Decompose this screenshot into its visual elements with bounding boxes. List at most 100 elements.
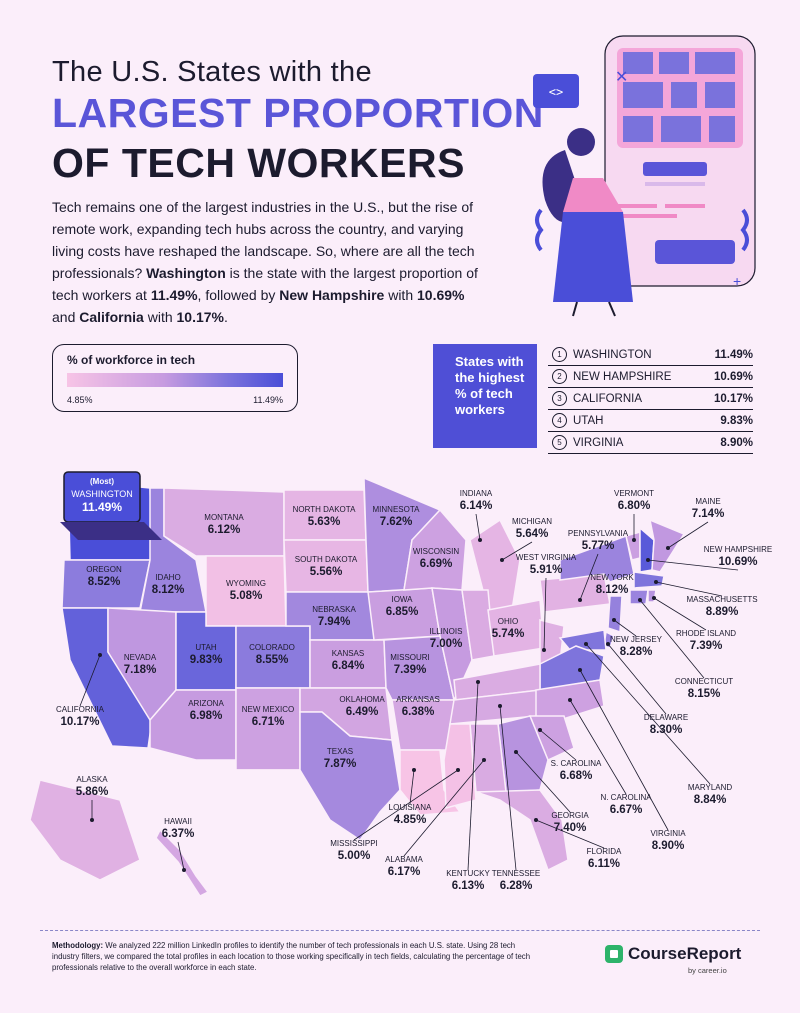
state-value-label: 6.38% [402, 706, 435, 718]
leader-dot [538, 728, 542, 732]
leader-dot [638, 598, 642, 602]
state-name-label: MINNESOTA [373, 505, 421, 514]
state-name-label: ALASKA [76, 775, 108, 784]
state-name-label: WEST VIRGINIA [516, 553, 577, 562]
leader-line [655, 581, 723, 597]
state-shape-maryland [558, 629, 607, 651]
state-value-label: 10.69% [718, 556, 757, 568]
color-legend: % of workforce in tech 4.85% 11.49% [52, 344, 298, 412]
leader-dot [500, 558, 504, 562]
state-shape-oregon [61, 559, 151, 609]
state-value-label: 7.87% [324, 758, 357, 770]
state-name-label: KENTUCKY [446, 869, 490, 878]
leader-line [499, 705, 517, 871]
state-name-label: MISSISSIPPI [330, 839, 378, 848]
top-state-name: WASHINGTON [573, 348, 652, 361]
title-line-2: LARGEST PROPORTION [52, 90, 544, 136]
state-name-label: COLORADO [249, 643, 295, 652]
state-shape-maine [648, 518, 686, 573]
state-value-label: 10.17% [60, 716, 99, 728]
state-value-label: 7.18% [124, 664, 157, 676]
state-value-label: 5.91% [530, 564, 563, 576]
state-value-label: 5.56% [310, 566, 343, 578]
state-value-label: 5.77% [582, 540, 615, 552]
top-state-value: 11.49% [714, 348, 753, 361]
state-name-label: ILLINOIS [430, 627, 463, 636]
rank-badge: 3 [552, 391, 567, 406]
leader-dot [482, 758, 486, 762]
state-shape-massachusetts [633, 571, 665, 589]
state-name-label: S. CAROLINA [551, 759, 602, 768]
state-name-label: UTAH [195, 643, 216, 652]
intro-paragraph: Tech remains one of the largest industri… [52, 199, 478, 325]
top-state-name: UTAH [573, 414, 604, 427]
state-value-label: 6.68% [560, 770, 593, 782]
rank-badge: 5 [552, 435, 567, 450]
leader-line [647, 559, 739, 571]
state-shape-mississippi [443, 723, 477, 809]
state-value-label: 6.37% [162, 828, 195, 840]
state-shape-florida [475, 789, 569, 872]
leader-dot [542, 648, 546, 652]
state-value-label: 6.11% [588, 858, 620, 870]
top-state-row: 5 VIRGINIA 8.90% [548, 432, 753, 454]
state-value-label: 7.39% [394, 664, 427, 676]
divider [40, 930, 760, 931]
state-name-label: NORTH DAKOTA [293, 505, 356, 514]
state-value-label: 5.00% [338, 850, 371, 862]
leader-dot [182, 868, 186, 872]
state-value-label: 6.85% [386, 606, 419, 618]
state-name-label: CALIFORNIA [56, 705, 105, 714]
state-value-label: 8.89% [706, 606, 739, 618]
state-name-label: DELAWARE [644, 713, 688, 722]
state-value-label: 6.17% [388, 866, 421, 878]
state-name-label: MARYLAND [688, 783, 733, 792]
state-name-label: N. CAROLINA [600, 793, 652, 802]
state-value-label: 6.67% [610, 804, 643, 816]
leader-line [403, 759, 485, 857]
legend-max: 11.49% [253, 395, 283, 405]
state-name-label: MAINE [695, 497, 720, 506]
state-name-label: KANSAS [332, 649, 364, 658]
most-label: (Most) [90, 477, 114, 486]
state-name-label: GEORGIA [551, 811, 589, 820]
rank-badge: 1 [552, 347, 567, 362]
state-value-label: 8.12% [596, 584, 629, 596]
top-states-list: 1 WASHINGTON 11.49% 2 NEW HAMPSHIRE 10.69% 3 CA… [548, 344, 753, 454]
state-name-label: VERMONT [614, 489, 654, 498]
leader-dot [514, 750, 518, 754]
leader-line [79, 654, 101, 707]
leader-dot [456, 768, 460, 772]
state-value-label: 7.40% [554, 822, 587, 834]
leader-dot [412, 768, 416, 772]
leader-line [543, 577, 547, 651]
state-name-label: WYOMING [226, 579, 266, 588]
state-shape-connecticut [629, 589, 649, 605]
top-state-name: CALIFORNIA [573, 392, 643, 405]
state-name-label: ALABAMA [385, 855, 423, 864]
state-name-label: MISSOURI [390, 653, 430, 662]
state-shape-new-mexico [235, 687, 301, 771]
legend-min: 4.85% [67, 395, 93, 405]
courses-logo-icon [605, 945, 623, 963]
state-name-label: OREGON [86, 565, 122, 574]
state-name-label: RHODE ISLAND [676, 629, 736, 638]
state-name-label: CONNECTICUT [675, 677, 733, 686]
leader-line [467, 681, 479, 871]
legend-gradient [67, 373, 283, 387]
leader-dot [90, 818, 94, 822]
top-states-heading: States with the highest % of tech worker… [433, 344, 537, 448]
state-value-label: 8.52% [88, 576, 121, 588]
brand-sub: by career.io [688, 966, 727, 975]
leader-line [515, 751, 571, 813]
svg-text:✕: ✕ [615, 69, 628, 86]
state-name-label: MICHIGAN [512, 517, 552, 526]
state-name-label: WISCONSIN [413, 547, 459, 556]
state-name-label: FLORIDA [587, 847, 622, 856]
leader-line [353, 769, 459, 841]
state-name-label: TEXAS [327, 747, 353, 756]
state-name-label: SOUTH DAKOTA [295, 555, 358, 564]
leader-line [535, 819, 605, 849]
leader-line [613, 619, 637, 637]
state-value-label: 8.30% [650, 724, 683, 736]
